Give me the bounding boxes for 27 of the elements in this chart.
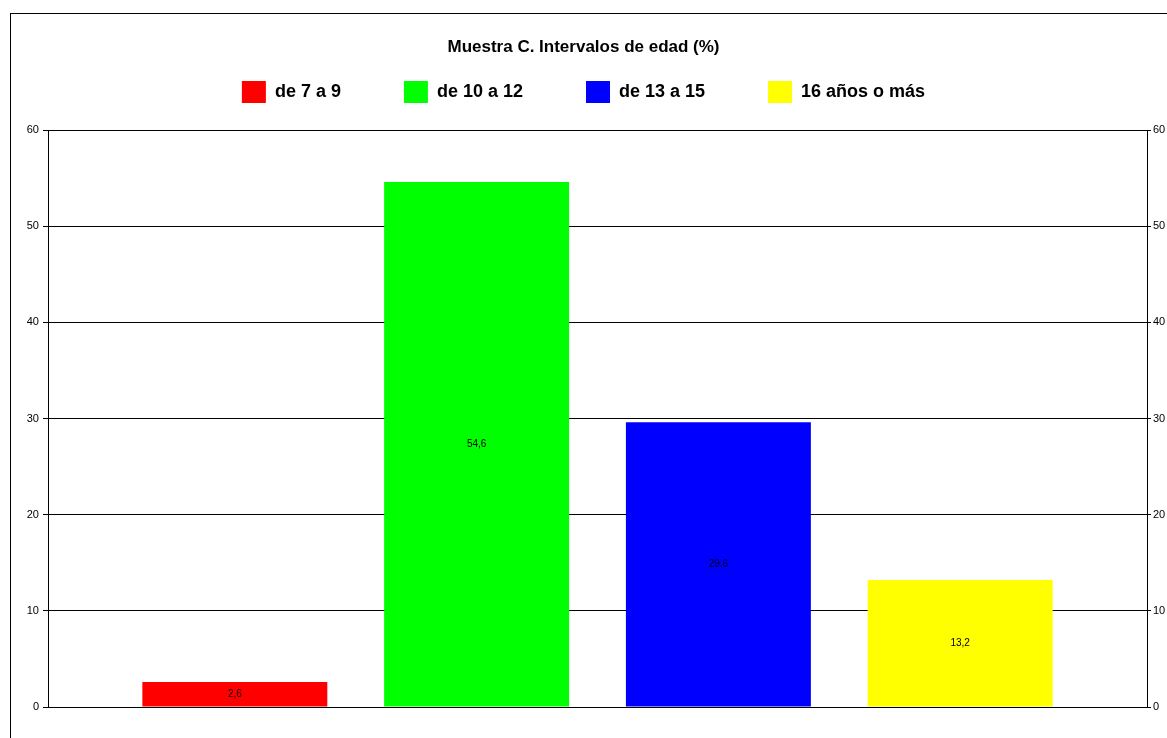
y2-tick-label: 40 bbox=[1153, 315, 1166, 328]
y-tick-label: 0 bbox=[32, 700, 39, 713]
bar bbox=[625, 422, 811, 707]
chart-title: Muestra C. Intervalos de edad (%) bbox=[447, 36, 720, 56]
y2-tick-label: 30 bbox=[1153, 411, 1166, 424]
data-label: 13,2 bbox=[950, 637, 971, 649]
y-tick-label: 30 bbox=[26, 411, 39, 424]
legend-label: de 13 a 15 bbox=[618, 80, 706, 101]
y2-tick-label: 60 bbox=[1153, 123, 1166, 136]
legend-label: de 10 a 12 bbox=[436, 80, 523, 101]
data-label: 29,6 bbox=[708, 558, 729, 570]
y-tick-label: 40 bbox=[26, 315, 39, 328]
bar bbox=[867, 580, 1053, 707]
y2-tick-label: 10 bbox=[1153, 603, 1166, 616]
y2-tick-label: 0 bbox=[1153, 700, 1160, 713]
y-tick-label: 60 bbox=[26, 123, 39, 136]
bar bbox=[142, 682, 328, 707]
legend-label: de 7 a 9 bbox=[274, 80, 341, 101]
y-tick-label: 10 bbox=[26, 603, 39, 616]
bar bbox=[384, 181, 570, 707]
y-tick-label: 20 bbox=[26, 507, 39, 520]
legend-label: 16 años o más bbox=[801, 80, 926, 101]
y2-tick-label: 50 bbox=[1153, 219, 1166, 232]
data-label: 2,6 bbox=[227, 688, 243, 699]
y2-tick-label: 20 bbox=[1153, 507, 1166, 520]
data-label: 54,6 bbox=[466, 437, 487, 449]
y-tick-label: 50 bbox=[26, 219, 39, 232]
